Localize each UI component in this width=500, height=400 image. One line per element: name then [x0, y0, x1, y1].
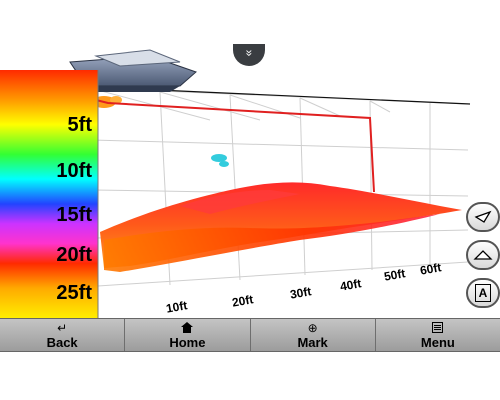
fish-echo-cyan [211, 154, 229, 167]
menu-button-label: Menu [420, 334, 455, 350]
mark-button-label: Mark [297, 334, 328, 350]
back-arrow-icon: ↵ [57, 320, 68, 335]
collapse-chevron-button[interactable]: » [233, 44, 265, 66]
mark-button[interactable]: ⊕ Mark [251, 319, 376, 351]
depth-label-5: 5ft [67, 114, 92, 136]
depth-label-25: 25ft [56, 282, 92, 304]
depth-label-10: 10ft [56, 160, 92, 182]
view-angle-low-button[interactable] [466, 202, 500, 232]
bottom-toolbar: ↵ Back Home ⊕ Mark Menu [0, 318, 500, 352]
sonar-scene [0, 49, 471, 318]
view-angle-low-icon [474, 210, 492, 223]
back-button-label: Back [46, 334, 78, 350]
home-icon [181, 321, 194, 335]
north-up-button[interactable]: A [466, 278, 500, 308]
view-angle-high-icon [473, 250, 493, 260]
home-button-label: Home [169, 334, 206, 350]
depth-color-scale [0, 70, 98, 318]
boat-track-line [95, 99, 375, 193]
view-angle-high-button[interactable] [466, 240, 500, 270]
crosshair-icon: ⊕ [307, 320, 318, 335]
double-chevron-down-icon: » [242, 49, 256, 57]
depth-label-15: 15ft [56, 204, 92, 226]
menu-button[interactable]: Menu [376, 319, 500, 351]
menu-list-icon [432, 321, 444, 335]
back-button[interactable]: ↵ Back [0, 319, 126, 351]
north-up-icon: A [475, 284, 491, 302]
sonar-3d-view[interactable]: 5ft 10ft 15ft 20ft 25ft 10ft 20ft 30ft 4… [0, 0, 500, 320]
depth-label-20: 20ft [56, 244, 92, 266]
perspective-grid [89, 87, 469, 287]
bottom-terrain-front [104, 214, 440, 272]
boat-icon [69, 49, 197, 92]
depth-scale: 5ft 10ft 15ft 20ft 25ft [0, 70, 98, 318]
home-button[interactable]: Home [125, 319, 251, 351]
